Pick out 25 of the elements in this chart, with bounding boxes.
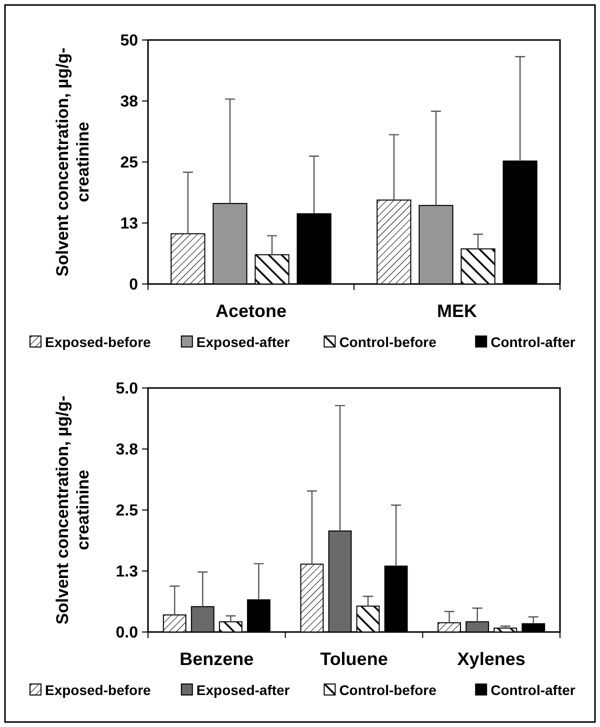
legend-label: Control-before [339,334,437,350]
y-tick-label: 38 [120,94,138,111]
y-axis-title: Solvent concentration, µg/g-creatinine [53,396,92,624]
y-tick-label: 50 [120,32,138,50]
y-tick-label: 25 [120,154,138,172]
legend-label: Exposed-before [45,682,152,698]
x-tick-label: Benzene [180,649,254,669]
x-tick-label: Acetone [215,301,287,321]
x-tick-label: Toluene [320,649,388,669]
y-tick-label: 13 [120,216,138,233]
legend-label: Exposed-before [45,334,152,350]
x-tick-label: Xylenes [457,649,526,669]
y-tick-label: 2.5 [116,502,138,520]
y-tick-label: 5.0 [116,380,138,398]
legend-label: Control-after [490,682,576,698]
legend-label: Exposed-after [196,334,290,350]
x-tick-label: MEK [437,301,477,321]
legend-label: Control-after [490,334,576,350]
y-axis-title: Solvent concentration, µg/g-creatinine [53,48,92,276]
y-tick-label: 0 [129,276,138,294]
y-tick-label: 3.8 [116,442,138,459]
legend-label: Exposed-after [196,682,290,698]
legend-label: Control-before [339,682,437,698]
y-tick-label: 1.3 [116,564,138,581]
y-tick-label: 0.0 [116,624,138,642]
